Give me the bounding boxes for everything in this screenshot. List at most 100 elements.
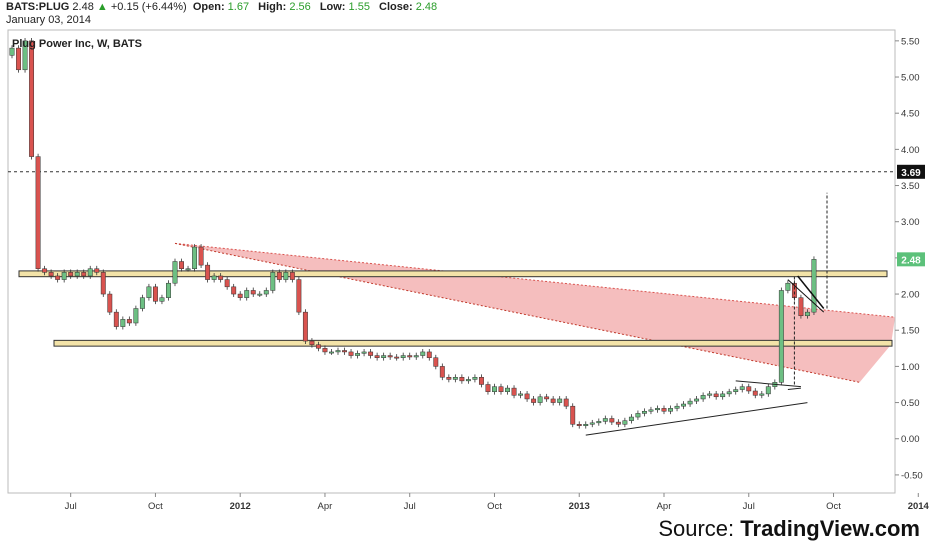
candle-body	[511, 387, 517, 396]
candle-body	[589, 422, 595, 425]
candle-body	[159, 297, 165, 302]
candle-body	[302, 311, 308, 342]
candle-body	[374, 355, 380, 358]
candle-body	[518, 393, 524, 396]
candle-body	[342, 350, 347, 353]
candle-body	[48, 272, 54, 277]
candle-body	[524, 393, 530, 400]
candle-body	[387, 355, 393, 358]
breakout-marker	[787, 387, 801, 391]
y-tick-label: 3.50	[901, 181, 920, 192]
close-label: Close:	[379, 1, 413, 13]
candle-body	[563, 398, 569, 407]
candle-body	[211, 275, 217, 280]
candle-body	[550, 398, 556, 403]
candle-body	[81, 272, 87, 277]
candle-body	[641, 411, 647, 414]
y-tick-label: 5.00	[901, 73, 920, 84]
low-label: Low:	[319, 1, 346, 13]
current-price-tag	[897, 252, 925, 267]
x-tick-label: Jul	[65, 501, 77, 512]
candle-body	[198, 246, 204, 266]
candle-body	[394, 356, 400, 359]
triangle-support-line	[585, 402, 808, 436]
candle-body	[752, 390, 758, 396]
chart-title: Plug Power Inc, W, BATS	[12, 38, 142, 50]
close-value: 2.48	[415, 1, 438, 13]
bar-date: January 03, 2014	[6, 14, 92, 26]
flag-line-lower	[787, 279, 825, 313]
candle-body	[785, 282, 791, 291]
candle-body	[94, 268, 100, 273]
y-tick-label: 0.00	[901, 434, 920, 445]
candle-body	[733, 389, 739, 392]
candle-body	[139, 297, 145, 309]
candle-body	[674, 405, 680, 409]
candle-body	[218, 275, 224, 280]
candle-body	[74, 272, 80, 277]
candle-body	[739, 386, 745, 390]
candle-body	[55, 275, 61, 280]
y-tick-label: 3.00	[901, 217, 920, 228]
last-price: 2.48	[72, 1, 94, 13]
candle-body	[472, 377, 478, 380]
triangle-resistance-line	[735, 380, 801, 388]
candle-body	[609, 418, 615, 423]
candle-body	[185, 268, 191, 271]
candle-body	[361, 351, 367, 354]
candle-body	[68, 272, 74, 277]
candle-body	[655, 408, 660, 411]
candle-body	[759, 393, 765, 396]
candle-body	[492, 386, 497, 392]
candle-body	[557, 398, 563, 403]
plot-frame	[7, 29, 896, 494]
high-value: 2.56	[289, 1, 311, 13]
candle-body	[368, 351, 374, 356]
candle-body	[537, 396, 543, 403]
candle-body	[205, 264, 211, 280]
candle-body	[107, 293, 113, 313]
x-tick-label: Jul	[743, 501, 755, 512]
candle-body	[289, 272, 295, 280]
candle-body	[42, 268, 48, 273]
candle-body	[694, 398, 700, 402]
candle-body	[61, 272, 67, 280]
candle-body	[778, 290, 784, 383]
candle-body	[700, 395, 706, 400]
candle-body	[531, 398, 537, 403]
candle-body	[576, 424, 582, 426]
high-label: High:	[258, 1, 287, 13]
y-tick-label: 2.00	[901, 290, 920, 301]
candle-body	[681, 403, 687, 407]
candle-body	[707, 393, 713, 396]
candle-body	[276, 272, 282, 280]
candle-body	[250, 290, 256, 295]
open-label: Open:	[192, 1, 225, 13]
candle-body	[381, 355, 387, 358]
candle-body	[459, 377, 465, 382]
price-change: +0.15 (+6.44%)	[110, 1, 187, 13]
candle-body	[309, 340, 315, 345]
candle-body	[329, 351, 334, 354]
candle-body	[244, 290, 250, 298]
candle-body	[446, 377, 452, 380]
candle-body	[452, 377, 458, 380]
candle-body	[146, 286, 152, 298]
source-brand: TradingView.com	[740, 516, 920, 541]
candle-body	[596, 421, 602, 424]
x-tick-label: 2014	[908, 501, 930, 512]
candle-body	[166, 282, 171, 298]
candle-body	[237, 293, 243, 298]
y-tick-label: 4.00	[901, 145, 920, 156]
y-tick-label: 1.00	[901, 362, 920, 373]
candle-body	[570, 405, 576, 425]
candle-body	[152, 286, 158, 302]
candle-body	[348, 351, 354, 356]
candle-body	[126, 319, 132, 324]
x-tick-label: Oct	[487, 501, 502, 512]
level-price-text: 3.69	[901, 168, 921, 179]
candle-body	[687, 400, 693, 405]
y-tick-label: -0.50	[901, 470, 923, 481]
level-price-tag	[897, 164, 925, 179]
candle-body	[283, 272, 289, 280]
